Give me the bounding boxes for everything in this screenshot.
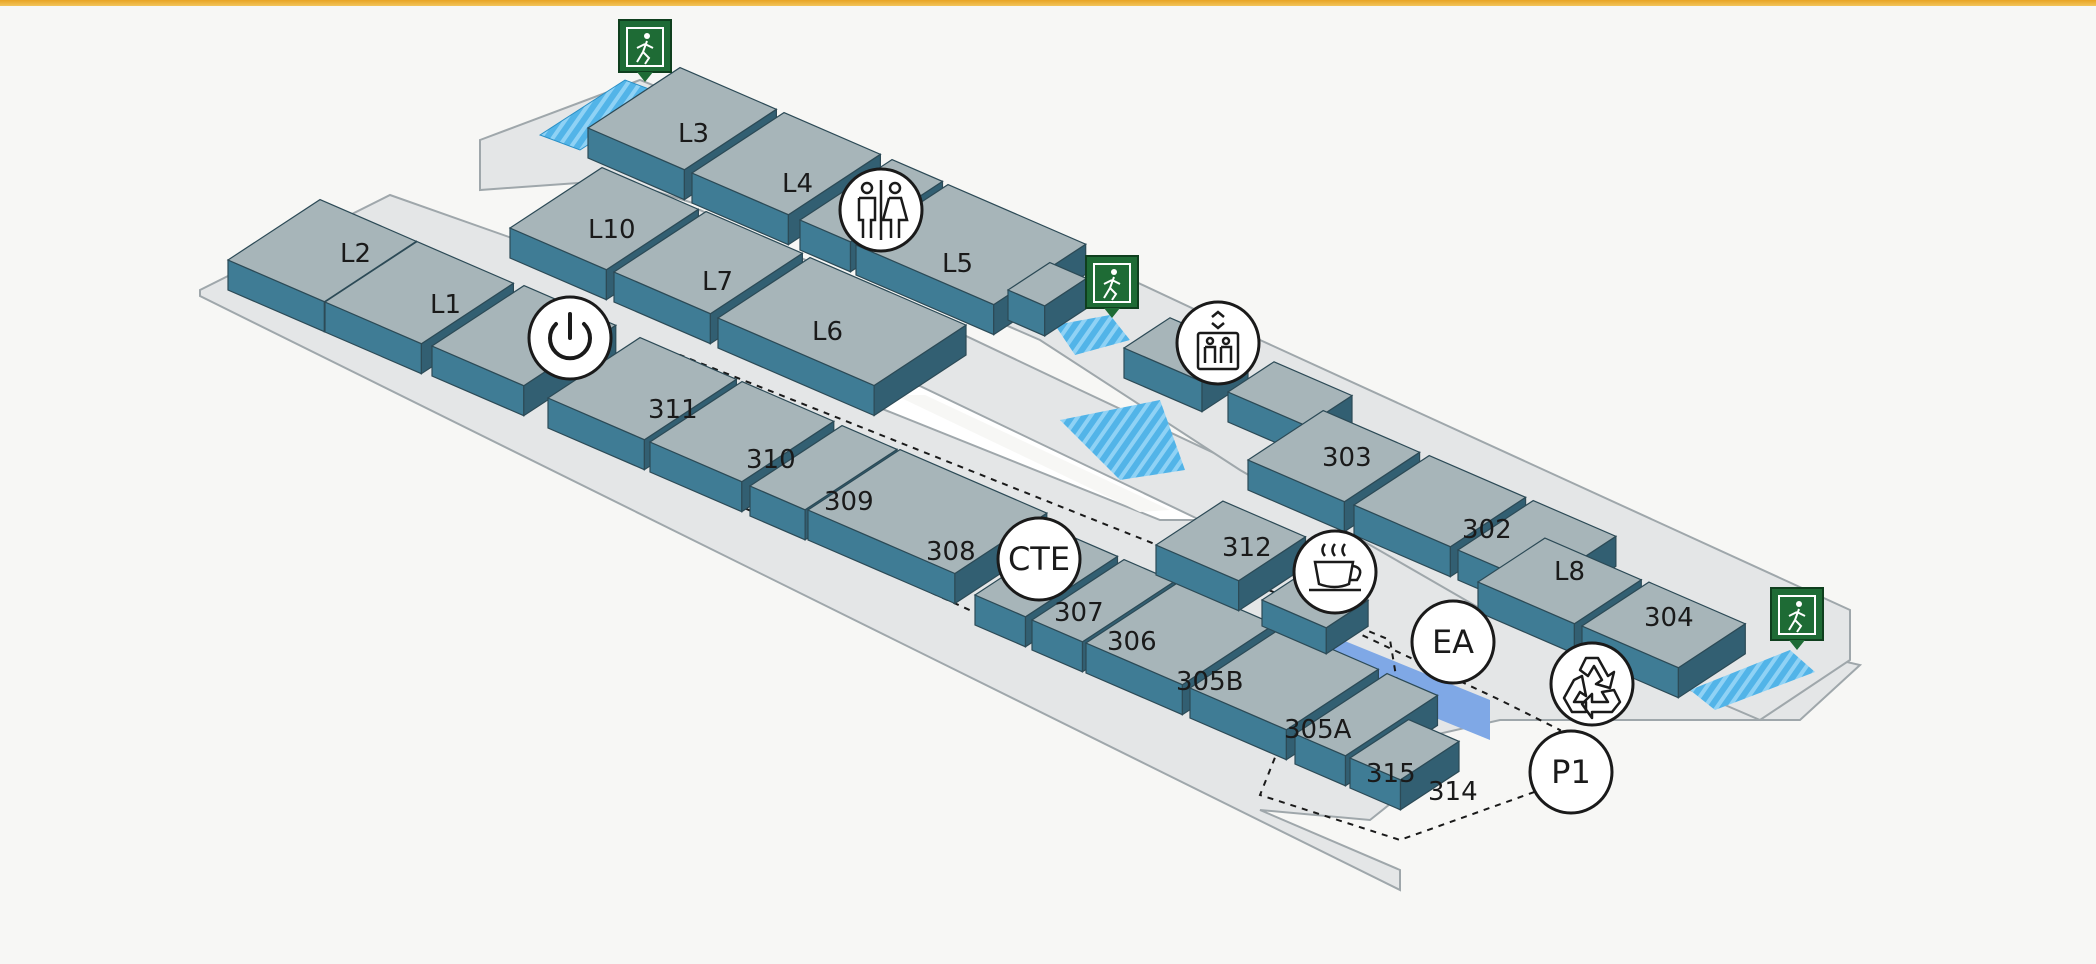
room-303-top — [1246, 409, 1421, 503]
recycle-icon[interactable] — [1549, 641, 1635, 727]
emergency-exit-icon[interactable] — [1770, 587, 1824, 650]
room-label-307: 307 — [1054, 598, 1104, 628]
room-L6[interactable] — [716, 256, 968, 417]
room-314-top — [1348, 718, 1461, 781]
room-label-305B: 305B — [1176, 667, 1243, 697]
emergency-exit-icon[interactable] — [1085, 255, 1139, 318]
room-label-L3: L3 — [678, 119, 709, 149]
room-label-L5: L5 — [942, 249, 973, 279]
room-label-310: 310 — [746, 445, 796, 475]
poi-cte-label: CTE — [1008, 540, 1070, 578]
dashed-zone-lower — [1258, 618, 1562, 842]
room-label-304: 304 — [1644, 603, 1694, 633]
restroom-icon[interactable] — [838, 167, 924, 253]
room-314[interactable] — [1348, 718, 1461, 811]
room-L6-top — [716, 256, 968, 387]
room-315-top — [1293, 672, 1439, 757]
room-312[interactable] — [1154, 500, 1307, 612]
rooms-layer — [226, 66, 1747, 811]
stairs-middle — [1060, 400, 1185, 480]
room-label-312: 312 — [1222, 533, 1272, 563]
power-icon[interactable] — [527, 295, 613, 381]
room-311-top — [546, 336, 738, 441]
room-label-L1: L1 — [430, 290, 461, 320]
room-L10-top — [508, 166, 700, 271]
room-312-top — [1154, 500, 1307, 582]
elevator-icon[interactable] — [1175, 300, 1261, 386]
room-L1-top — [323, 240, 515, 345]
room-304-top — [1580, 581, 1747, 669]
room-label-306: 306 — [1107, 627, 1157, 657]
room-label-308: 308 — [926, 537, 976, 567]
room-label-L7: L7 — [702, 267, 733, 297]
room-L4-top — [690, 111, 882, 216]
room-label-305A: 305A — [1284, 715, 1352, 745]
room-label-311: 311 — [648, 395, 698, 425]
room-302-top — [1352, 454, 1527, 548]
poi-ea[interactable]: EA — [1410, 599, 1496, 685]
room-305A-top — [1188, 626, 1380, 731]
room-label-315: 315 — [1366, 759, 1416, 789]
room-L7-top — [612, 210, 804, 315]
room-labels: L2 L1 L3 L4 L5 L10 L7 L6 311 310 309 308… — [340, 119, 1694, 807]
room-label-L4: L4 — [782, 169, 813, 199]
room-label-303: 303 — [1322, 443, 1372, 473]
poi-p1[interactable]: P1 — [1528, 729, 1614, 815]
room-label-314: 314 — [1428, 777, 1478, 807]
room-label-L6: L6 — [812, 317, 843, 347]
room-L2-top — [226, 198, 418, 303]
room-label-302: 302 — [1462, 515, 1512, 545]
poi-cte[interactable]: CTE — [996, 516, 1082, 602]
room-L5b[interactable] — [1006, 261, 1088, 338]
top-border-strip — [0, 0, 2096, 6]
room-label-L2: L2 — [340, 239, 371, 269]
poi-layer: CTE EA P1 — [527, 19, 1824, 815]
coffee-icon[interactable] — [1292, 529, 1378, 615]
room-label-309: 309 — [824, 487, 874, 517]
floor-courtyard-inner — [895, 395, 1170, 512]
room-308-top — [806, 448, 1049, 575]
stairs-center — [1055, 315, 1130, 355]
room-309-top — [748, 424, 899, 511]
room-L3-top — [586, 66, 778, 171]
stairs-right — [1690, 650, 1815, 710]
room-label-L10: L10 — [588, 215, 636, 245]
room-L8-top — [1476, 537, 1643, 625]
poi-p1-label: P1 — [1551, 753, 1591, 791]
emergency-exit-icon[interactable] — [618, 19, 672, 82]
room-elevator-block-b-top — [1226, 361, 1354, 427]
room-label-L8: L8 — [1554, 557, 1585, 587]
poi-ea-label: EA — [1432, 623, 1474, 661]
room-310-top — [648, 380, 836, 483]
